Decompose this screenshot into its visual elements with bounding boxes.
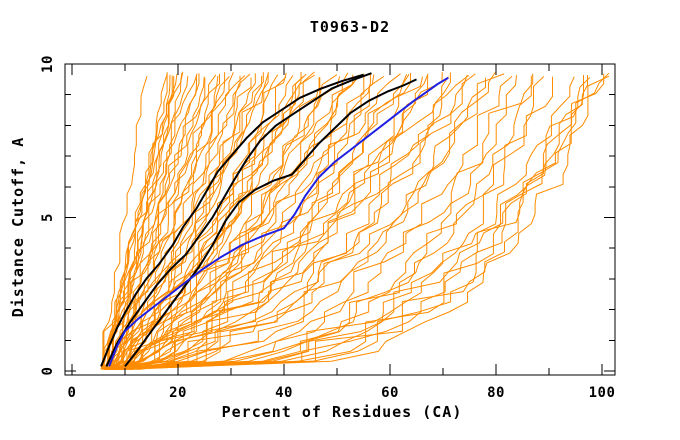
svg-text:10: 10	[40, 55, 56, 73]
y-axis-label: Distance Cutoff, A	[9, 136, 27, 318]
svg-text:0: 0	[68, 385, 77, 401]
x-axis-label: Percent of Residues (CA)	[221, 403, 463, 421]
reference-curves	[100, 72, 449, 368]
svg-text:40: 40	[275, 385, 293, 401]
svg-text:0: 0	[40, 367, 56, 376]
svg-text:20: 20	[169, 385, 187, 401]
svg-text:100: 100	[589, 385, 616, 401]
tick-labels: 0 20 40 60 80 100 0 5 10	[40, 55, 615, 401]
svg-text:60: 60	[381, 385, 399, 401]
model-curves	[100, 71, 610, 370]
svg-text:5: 5	[40, 213, 56, 222]
chart-title: T0963-D2	[309, 18, 391, 36]
axes-box-and-ticks	[64, 63, 616, 376]
svg-text:80: 80	[487, 385, 505, 401]
